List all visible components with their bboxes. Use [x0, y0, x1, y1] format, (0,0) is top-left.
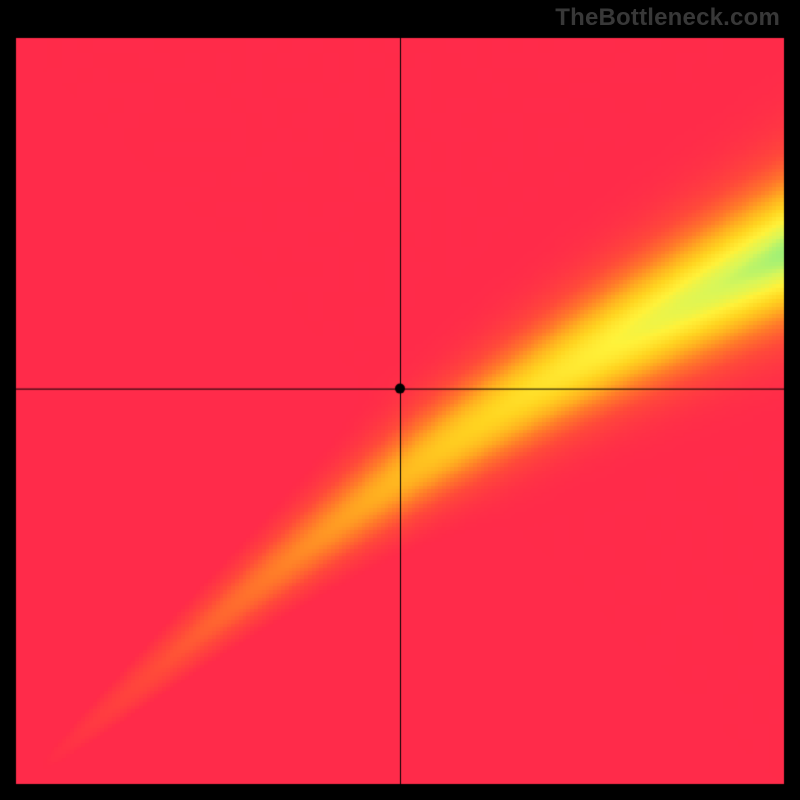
bottleneck-heatmap-canvas [0, 0, 800, 800]
chart-frame: TheBottleneck.com [0, 0, 800, 800]
watermark-label: TheBottleneck.com [555, 4, 780, 32]
